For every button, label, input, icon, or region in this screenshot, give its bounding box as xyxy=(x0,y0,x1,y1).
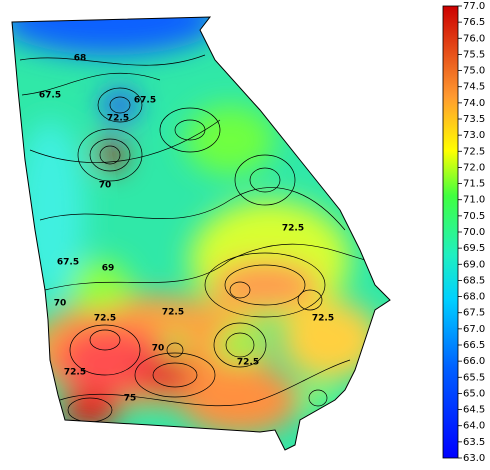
colorbar-tick-label: 69.0 xyxy=(463,259,485,270)
colorbar-tick-label: 72.0 xyxy=(463,162,485,173)
colorbar-tick-label: 64.0 xyxy=(463,421,485,432)
colorbar-ticks: 63.0 63.5 64.0 64.5 65.0 65.5 66.0 66.5 67.0 67.5… xyxy=(458,1,485,464)
colorbar-tick-label: 73.5 xyxy=(463,114,485,125)
colorbar-tick-label: 68.5 xyxy=(463,275,485,286)
colorbar-tick-label: 70.5 xyxy=(463,211,485,222)
contour-label: 72.5 xyxy=(94,314,116,324)
colorbar-tick-label: 71.0 xyxy=(463,195,485,206)
contour-label: 75 xyxy=(124,394,137,404)
contour-label: 72.5 xyxy=(312,314,334,324)
colorbar-tick-label: 68.0 xyxy=(463,292,485,303)
colorbar-tick-label: 73.0 xyxy=(463,130,485,141)
contour-lines xyxy=(19,54,366,423)
colorbar-tick-label: 75.5 xyxy=(463,49,485,60)
contour-label: 67.5 xyxy=(39,91,61,101)
colorbar-tick-label: 64.5 xyxy=(463,405,485,416)
colorbar-tick-label: 65.5 xyxy=(463,372,485,383)
colorbar-tick-label: 77.0 xyxy=(463,1,485,12)
contour-labels: 68 67.5 67.5 72.5 70 67.5 69 70 72.5 72.… xyxy=(39,54,334,404)
contour-label: 70 xyxy=(152,344,165,354)
colorbar-tick-label: 65.0 xyxy=(463,388,485,399)
contour-label: 72.5 xyxy=(64,368,86,378)
state-outline xyxy=(11,16,391,451)
contour-label: 68 xyxy=(74,54,87,64)
colorbar-tick-label: 70.0 xyxy=(463,227,485,238)
state-map xyxy=(12,17,390,450)
colorbar-tick-label: 69.5 xyxy=(463,243,485,254)
contour-label: 69 xyxy=(102,264,115,274)
contour-label: 70 xyxy=(54,299,67,309)
colorbar-tick-label: 66.5 xyxy=(463,340,485,351)
colorbar-tick-label: 67.0 xyxy=(463,324,485,335)
colorbar-tick-label: 72.5 xyxy=(463,146,485,157)
contour-label: 67.5 xyxy=(57,258,79,268)
colorbar-tick-label: 76.5 xyxy=(463,17,485,28)
colorbar-tick-label: 74.5 xyxy=(463,82,485,93)
contour-label: 67.5 xyxy=(134,96,156,106)
colorbar-tick-label: 66.0 xyxy=(463,356,485,367)
contour-label: 70 xyxy=(99,181,112,191)
colorbar-tick-label: 71.5 xyxy=(463,179,485,190)
contour-label: 72.5 xyxy=(282,224,304,234)
colorbar-tick-label: 76.0 xyxy=(463,33,485,44)
colorbar-tick-label: 75.0 xyxy=(463,66,485,77)
contour-label: 72.5 xyxy=(107,114,129,124)
colorbar xyxy=(442,5,459,459)
colorbar-tick-label: 63.5 xyxy=(463,437,485,448)
colorbar-tick-label: 63.0 xyxy=(463,453,485,464)
colorbar-tick-label: 74.0 xyxy=(463,98,485,109)
contour-label: 72.5 xyxy=(162,308,184,318)
contour-label: 72.5 xyxy=(237,358,259,368)
colorbar-tick-label: 67.5 xyxy=(463,308,485,319)
